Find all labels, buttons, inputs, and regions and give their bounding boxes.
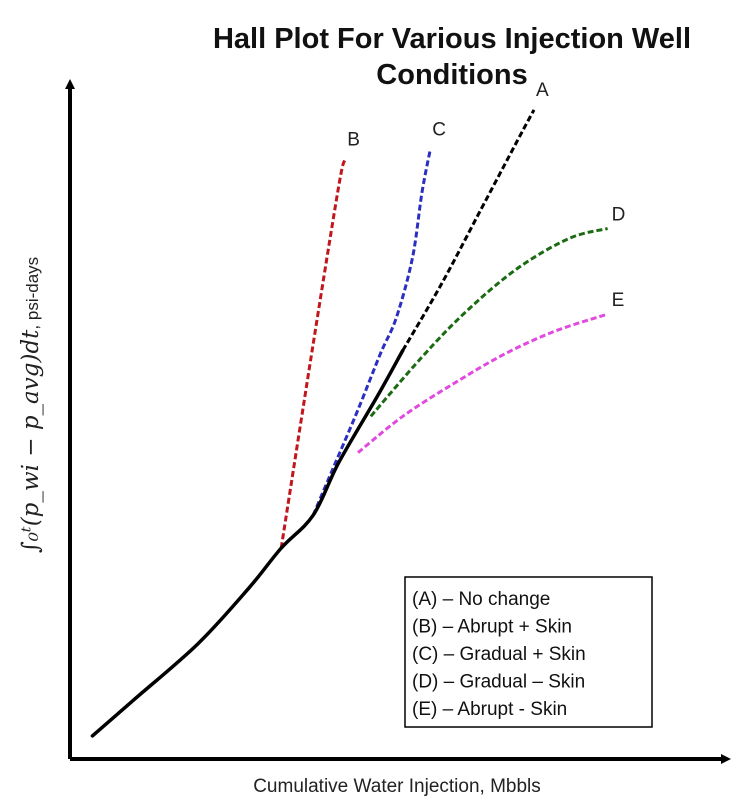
y-axis-label-expression: ∫₀ᵗ(p_wi − p_avg)dt xyxy=(18,329,44,553)
series-line-c xyxy=(311,149,432,516)
chart-title-line-1: Hall Plot For Various Injection Well xyxy=(213,23,691,55)
x-axis-label: Cumulative Water Injection, Mbbls xyxy=(253,776,541,797)
base-trend-line xyxy=(90,348,405,738)
series-label-a: A xyxy=(536,80,549,101)
legend-entry-b: (B) – Abrupt + Skin xyxy=(412,617,572,638)
legend-entry-d: (D) – Gradual – Skin xyxy=(412,672,585,693)
legend-box xyxy=(404,576,653,728)
chart-title-line-2: Conditions xyxy=(376,59,527,91)
series-line-d xyxy=(369,227,608,418)
legend-entry-a: (A) – No change xyxy=(412,589,550,610)
plot-area: A B C D E xyxy=(90,80,626,738)
legend: (A) – No change (B) – Abrupt + Skin (C) – … xyxy=(404,576,653,728)
y-axis-label: ∫₀ᵗ(p_wi − p_avg)dt, psi-days xyxy=(18,257,44,553)
series-label-c: C xyxy=(432,119,446,140)
series-line-a xyxy=(401,109,536,352)
series-line-b xyxy=(279,158,347,549)
legend-entry-e: (E) – Abrupt - Skin xyxy=(412,699,567,720)
series-label-b: B xyxy=(347,129,360,150)
series-label-e: E xyxy=(612,290,625,311)
y-axis-label-units: , psi-days xyxy=(23,257,42,330)
legend-entry-c: (C) – Gradual + Skin xyxy=(412,644,586,665)
series-line-e xyxy=(357,312,609,454)
series-label-d: D xyxy=(612,205,626,226)
